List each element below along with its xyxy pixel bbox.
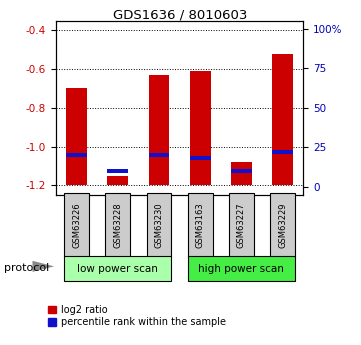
Text: GSM63227: GSM63227 [237,202,246,248]
Bar [270,193,295,257]
Text: protocol: protocol [4,264,49,273]
Bar [188,256,295,281]
Bar [188,193,213,257]
Bar [190,71,210,185]
Bar [149,75,169,185]
Text: GSM63228: GSM63228 [113,202,122,248]
Text: high power scan: high power scan [199,264,284,274]
Bar [272,150,293,154]
Legend: log2 ratio, percentile rank within the sample: log2 ratio, percentile rank within the s… [48,305,226,327]
Polygon shape [32,261,54,272]
Bar [229,193,254,257]
Bar [231,162,252,185]
Text: GSM63230: GSM63230 [155,202,164,248]
Bar [231,169,252,173]
Bar [66,88,87,185]
Bar [66,153,87,157]
Bar [108,176,128,185]
Bar [105,193,130,257]
Bar [64,256,171,281]
Text: low power scan: low power scan [77,264,158,274]
Bar [147,193,171,257]
Text: GSM63229: GSM63229 [278,203,287,248]
Bar [272,53,293,185]
Text: GSM63163: GSM63163 [196,202,205,248]
Bar [149,153,169,157]
Bar [190,156,210,160]
Text: GDS1636 / 8010603: GDS1636 / 8010603 [113,9,248,22]
Bar [108,169,128,173]
Bar [64,193,89,257]
Text: GSM63226: GSM63226 [72,202,81,248]
